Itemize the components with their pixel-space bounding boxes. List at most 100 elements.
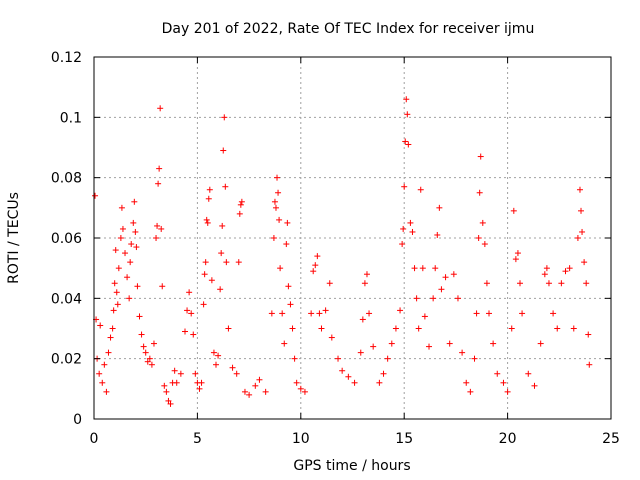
- data-point: [291, 355, 298, 362]
- data-point: [517, 280, 524, 287]
- data-point: [581, 259, 588, 266]
- data-point: [92, 192, 99, 199]
- data-point: [118, 204, 125, 211]
- data-point: [208, 277, 215, 284]
- data-point: [159, 283, 166, 290]
- data-point: [339, 367, 346, 374]
- data-point: [153, 235, 160, 241]
- data-point: [438, 286, 445, 293]
- data-point: [417, 186, 424, 193]
- data-point: [148, 361, 155, 368]
- data-point: [510, 207, 517, 214]
- data-point: [202, 259, 209, 266]
- data-point: [308, 310, 315, 317]
- data-point: [246, 391, 253, 398]
- x-tick-label: 25: [602, 431, 620, 447]
- x-tick-labels: 0 5 10 15 20 25: [90, 431, 620, 447]
- data-point: [200, 301, 207, 308]
- data-point: [271, 198, 278, 205]
- data-point: [312, 262, 319, 269]
- data-point: [186, 289, 193, 296]
- data-point: [115, 265, 122, 272]
- data-point: [274, 174, 281, 181]
- data-point: [566, 265, 573, 272]
- data-point: [103, 388, 110, 395]
- data-point: [190, 331, 197, 338]
- data-point: [235, 259, 242, 266]
- data-point: [287, 301, 294, 308]
- data-point: [400, 225, 407, 232]
- data-point: [213, 361, 220, 368]
- data-point: [467, 388, 474, 395]
- x-tick-label: 10: [292, 431, 310, 447]
- data-point: [161, 382, 168, 389]
- data-point: [578, 207, 585, 214]
- data-point: [237, 201, 244, 208]
- data-point: [142, 349, 149, 356]
- data-point: [131, 198, 138, 205]
- data-point: [119, 225, 126, 232]
- data-point: [442, 274, 449, 281]
- data-point: [268, 310, 275, 317]
- data-point: [397, 307, 404, 314]
- data-point: [407, 219, 414, 226]
- data-point: [476, 189, 483, 196]
- data-point: [283, 241, 290, 248]
- data-point: [270, 235, 277, 241]
- data-point: [163, 388, 170, 395]
- data-point: [399, 241, 406, 248]
- data-point: [220, 147, 227, 154]
- data-point: [167, 400, 174, 407]
- data-point: [138, 331, 145, 338]
- data-point: [586, 361, 593, 368]
- data-point: [525, 370, 532, 377]
- data-points: [92, 96, 593, 407]
- data-point: [504, 388, 511, 395]
- data-point: [157, 105, 164, 112]
- data-point: [130, 219, 137, 226]
- data-point: [318, 325, 325, 332]
- data-point: [181, 328, 188, 335]
- data-point: [281, 340, 288, 347]
- data-point: [454, 295, 461, 302]
- x-tick-label: 0: [90, 431, 99, 447]
- data-point: [570, 325, 577, 332]
- data-point: [171, 367, 178, 374]
- data-point: [297, 385, 304, 392]
- data-point: [252, 382, 259, 389]
- data-point: [562, 268, 569, 275]
- data-point: [173, 379, 180, 386]
- data-point: [203, 216, 210, 223]
- data-point: [198, 379, 205, 386]
- data-point: [188, 310, 195, 317]
- data-point: [112, 247, 119, 254]
- data-point: [109, 325, 116, 332]
- data-point: [411, 265, 418, 272]
- data-point: [218, 250, 225, 257]
- data-point: [184, 307, 191, 314]
- data-point: [222, 183, 229, 190]
- data-point: [136, 313, 143, 320]
- data-point: [322, 307, 329, 314]
- data-point: [477, 153, 484, 160]
- data-point: [471, 355, 478, 362]
- data-point: [405, 141, 412, 148]
- data-point: [204, 219, 211, 226]
- data-point: [401, 183, 408, 190]
- data-point: [426, 343, 433, 350]
- data-point: [554, 325, 561, 332]
- data-point: [310, 268, 317, 275]
- data-point: [402, 138, 409, 145]
- y-tick-label: 0.1: [60, 110, 82, 126]
- chart-title: Day 201 of 2022, Rate Of TEC Index for r…: [162, 21, 535, 37]
- data-point: [96, 370, 103, 377]
- data-point: [361, 280, 368, 287]
- data-point: [154, 222, 161, 229]
- data-point: [363, 271, 370, 278]
- data-point: [236, 210, 243, 217]
- data-point: [124, 274, 131, 281]
- data-point: [404, 111, 411, 118]
- data-point: [479, 219, 486, 226]
- data-point: [117, 235, 124, 241]
- data-point: [223, 259, 230, 266]
